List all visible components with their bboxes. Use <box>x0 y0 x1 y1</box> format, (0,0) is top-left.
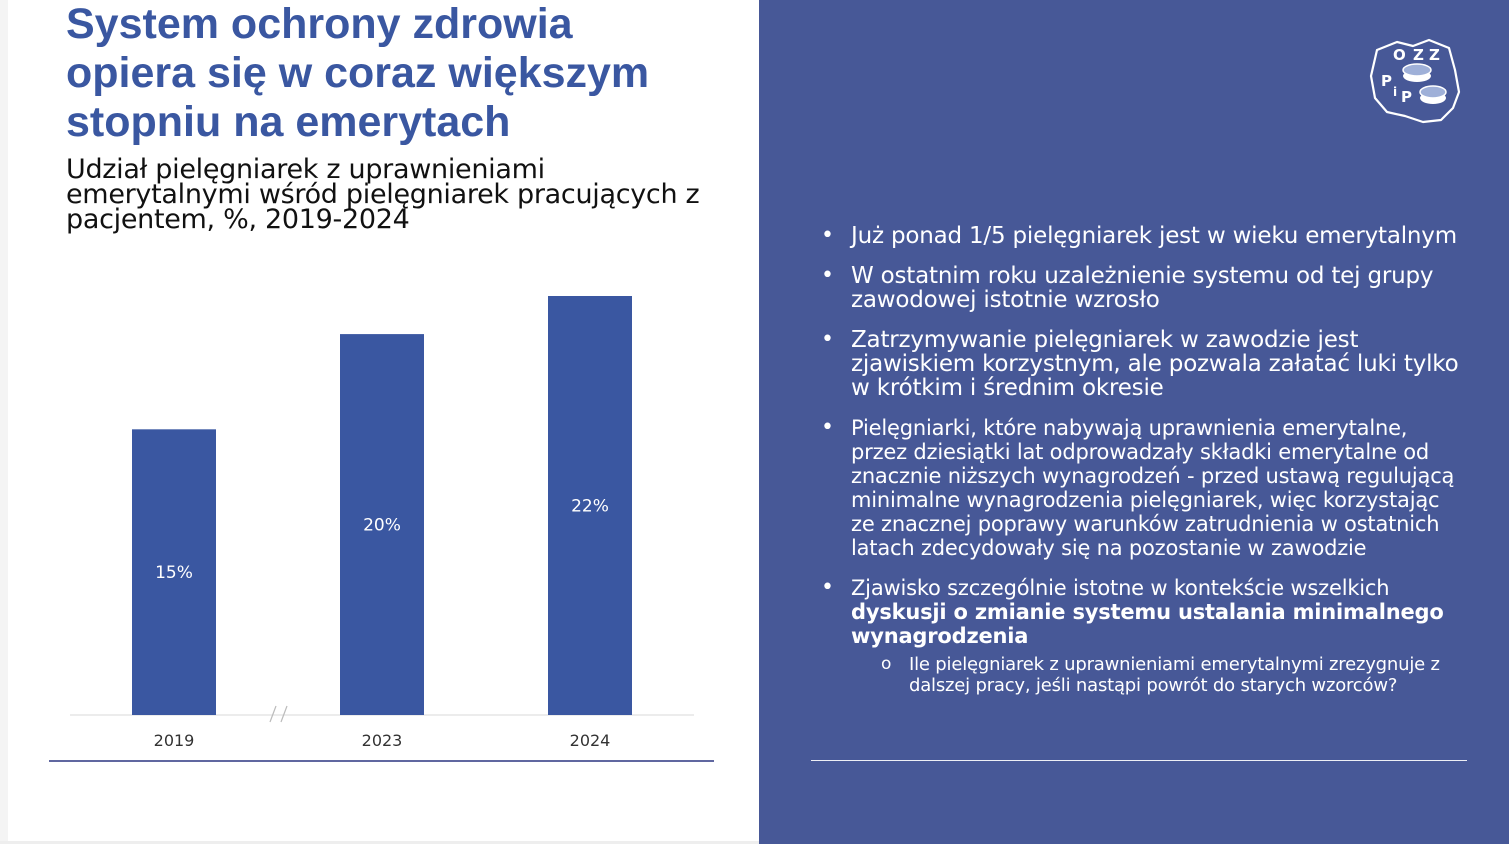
ozzpip-logo: O Z Z P i P <box>1369 38 1461 124</box>
bullet-text: Pielęgniarki, które nabywają uprawnienia… <box>851 416 1455 560</box>
bar <box>340 334 424 715</box>
axis-break-mark <box>280 705 288 723</box>
axis-break-mark <box>269 705 277 723</box>
right-panel: O Z Z P i P Już ponad 1/5 pielęgniarek j… <box>759 0 1509 844</box>
logo-letter: i <box>1393 85 1397 99</box>
left-edge <box>0 0 8 844</box>
bar-chart: 15% 2019 20% 2023 22% 2024 <box>49 296 714 762</box>
bullet-text: W ostatnim roku uzależnienie systemu od … <box>851 263 1434 313</box>
left-panel: System ochrony zdrowia opiera się w cora… <box>0 0 759 844</box>
bullet-list: Już ponad 1/5 pielęgniarek jest w wieku … <box>821 224 1461 712</box>
x-tick-label: 2024 <box>570 731 611 750</box>
logo-letter: Z <box>1429 46 1440 64</box>
x-tick-label: 2023 <box>362 731 403 750</box>
bullet-bold-text: dyskusji o zmianie systemu ustalania min… <box>851 600 1444 648</box>
bullet-text: Zatrzymywanie pielęgniarek w zawodzie je… <box>851 327 1459 401</box>
bar <box>548 296 632 715</box>
bullet-text: Już ponad 1/5 pielęgniarek jest w wieku … <box>851 223 1457 249</box>
sub-bullet-text: Ile pielęgniarek z uprawnieniami emeryta… <box>909 654 1440 696</box>
bullet-text: Zjawisko szczególnie istotne w kontekści… <box>851 576 1390 600</box>
bullet-item: Zatrzymywanie pielęgniarek w zawodzie je… <box>821 328 1461 400</box>
logo-letter: Z <box>1413 46 1424 64</box>
bullet-item: Pielęgniarki, które nabywają uprawnienia… <box>821 416 1461 560</box>
page-title: System ochrony zdrowia opiera się w cora… <box>66 0 650 146</box>
data-label: 22% <box>571 497 609 517</box>
bullet-item: Już ponad 1/5 pielęgniarek jest w wieku … <box>821 224 1461 248</box>
sub-bullet-list: Ile pielęgniarek z uprawnieniami emeryta… <box>851 654 1461 696</box>
sub-bullet-item: Ile pielęgniarek z uprawnieniami emeryta… <box>851 654 1461 696</box>
x-tick-label: 2019 <box>154 731 195 750</box>
data-label: 20% <box>363 516 401 536</box>
bottom-border <box>0 841 759 844</box>
bullet-item: W ostatnim roku uzależnienie systemu od … <box>821 264 1461 312</box>
bullet-item: Zjawisko szczególnie istotne w kontekści… <box>821 576 1461 696</box>
data-label: 15% <box>155 563 193 583</box>
logo-letter: P <box>1381 72 1392 90</box>
right-divider <box>811 760 1467 761</box>
logo-letter: O <box>1393 46 1406 64</box>
chart-subtitle: Udział pielęgniarek z uprawnieniami emer… <box>66 154 700 235</box>
logo-letter: P <box>1401 88 1412 106</box>
bar <box>132 429 216 715</box>
